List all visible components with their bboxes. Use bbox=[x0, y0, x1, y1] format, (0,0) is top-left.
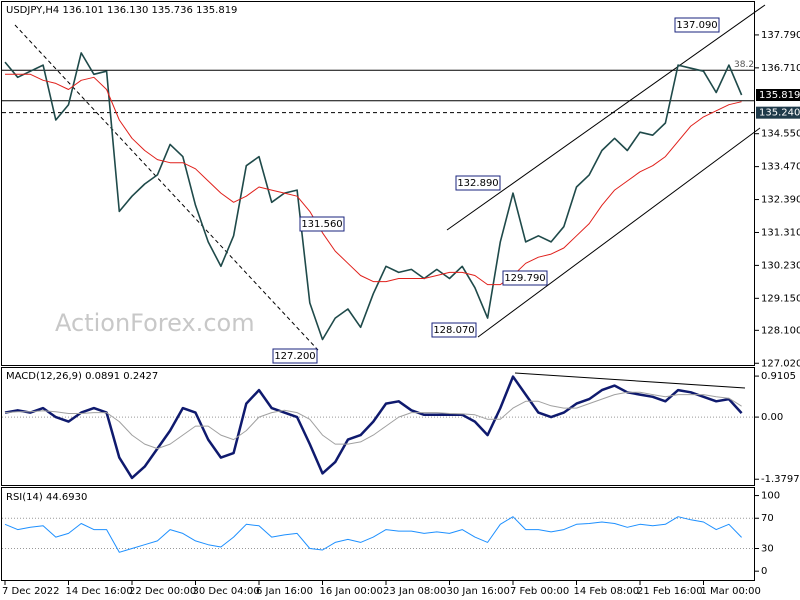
x-tick-label: 30 Jan 16:00 bbox=[447, 586, 510, 597]
macd-pane bbox=[1, 367, 755, 486]
y-tick-label: 133.470 bbox=[761, 162, 800, 173]
y-tick-label: 136.710 bbox=[761, 63, 800, 74]
x-tick-label: 30 Dec 04:00 bbox=[193, 586, 260, 597]
rsi-title: RSI(14) 44.6930 bbox=[6, 492, 87, 503]
y-tick-label: 30 bbox=[761, 543, 774, 554]
annotation-box bbox=[431, 322, 477, 338]
y-tick-label: 0.9105 bbox=[761, 371, 796, 382]
y-tick-label: 127.020 bbox=[761, 358, 800, 369]
y-tick-label: 70 bbox=[761, 513, 774, 524]
y-tick-label: 137.790 bbox=[761, 30, 800, 41]
y-tick-label: 0.00 bbox=[761, 412, 783, 423]
x-tick-label: 21 Feb 16:00 bbox=[637, 586, 703, 597]
price-title: USDJPY,H4 136.101 136.130 135.736 135.81… bbox=[6, 5, 237, 16]
channel-upper bbox=[446, 4, 766, 231]
y-tick-label: 129.150 bbox=[761, 293, 800, 304]
annotation-label: 127.200 bbox=[274, 351, 315, 362]
annotation-box bbox=[502, 270, 548, 286]
annotation-box bbox=[674, 17, 720, 33]
y-tick-label: 134.550 bbox=[761, 129, 800, 140]
y-tick-label: 132.390 bbox=[761, 195, 800, 206]
y-tick-label: 130.230 bbox=[761, 260, 800, 271]
x-tick-label: 7 Dec 2022 bbox=[2, 586, 60, 597]
y-tick-label: 131.310 bbox=[761, 227, 800, 238]
y-tick-label: 128.100 bbox=[761, 325, 800, 336]
rsi-pane bbox=[1, 487, 755, 581]
macd-trend-line bbox=[514, 372, 746, 389]
x-tick-label: 16 Jan 00:00 bbox=[320, 586, 383, 597]
annotation-label: 132.890 bbox=[457, 178, 498, 189]
macd-title: MACD(12,26,9) 0.0891 0.2427 bbox=[6, 371, 158, 382]
level-note: 38.2 bbox=[734, 60, 754, 70]
watermark: ActionForex.com bbox=[55, 309, 255, 337]
series-line bbox=[4, 375, 743, 480]
price-marker-label: 135.819 bbox=[759, 90, 800, 101]
x-tick-label: 6 Jan 16:00 bbox=[256, 586, 313, 597]
annotation-label: 131.560 bbox=[301, 219, 342, 230]
annotation-box bbox=[299, 216, 345, 232]
x-tick-label: 7 Feb 00:00 bbox=[510, 586, 569, 597]
price-pane bbox=[1, 1, 755, 366]
annotation-label: 129.790 bbox=[504, 273, 545, 284]
series-line bbox=[4, 516, 742, 553]
series-line bbox=[4, 391, 742, 450]
y-tick-label: 100 bbox=[761, 491, 780, 502]
x-tick-label: 14 Dec 16:00 bbox=[66, 586, 133, 597]
series-line bbox=[4, 52, 743, 341]
annotation-label: 128.070 bbox=[433, 325, 474, 336]
series-line bbox=[5, 73, 742, 286]
channel-lower bbox=[477, 127, 761, 338]
price-marker-label: 135.240 bbox=[759, 108, 800, 119]
price-marker bbox=[756, 89, 800, 102]
annotation-box bbox=[272, 348, 318, 364]
x-tick-label: 14 Feb 08:00 bbox=[574, 586, 640, 597]
price-marker bbox=[756, 106, 800, 119]
y-tick-label: -1.3797 bbox=[761, 474, 800, 485]
x-tick-label: 23 Jan 08:00 bbox=[383, 586, 446, 597]
x-tick-label: 22 Dec 00:00 bbox=[129, 586, 196, 597]
annotation-label: 137.090 bbox=[676, 20, 717, 31]
x-tick-label: 1 Mar 00:00 bbox=[701, 586, 761, 597]
y-tick-label: 0 bbox=[761, 566, 767, 577]
annotation-box bbox=[455, 175, 501, 191]
